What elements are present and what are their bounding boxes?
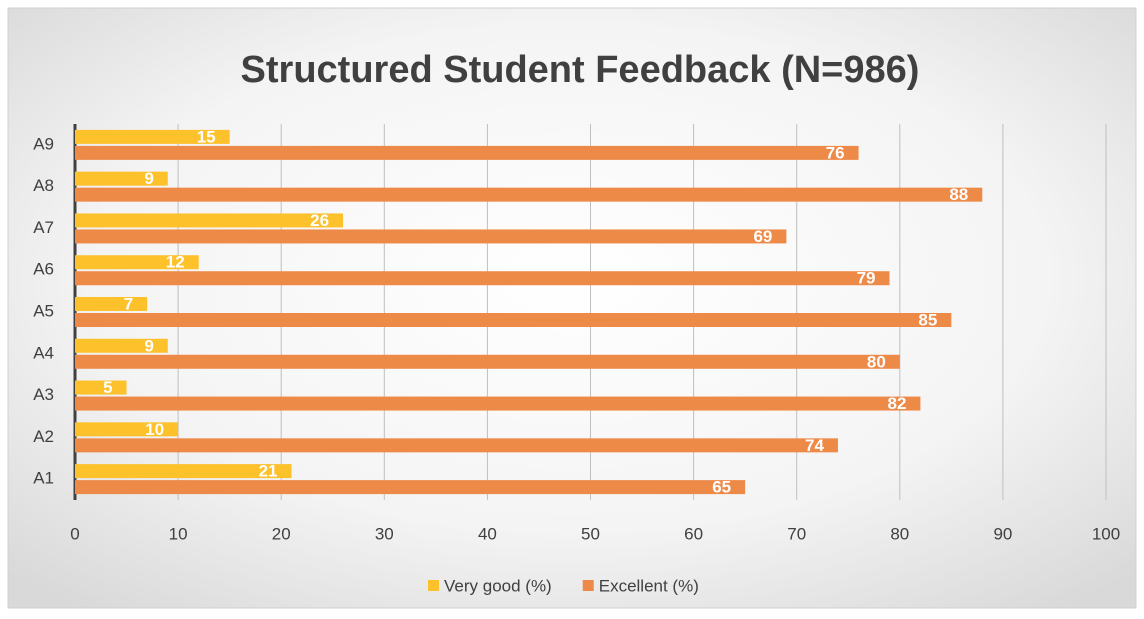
bar [75,380,127,395]
x-tick-label: 40 [478,524,497,543]
bar [75,464,292,479]
data-label: 9 [144,169,153,188]
bar [75,354,900,369]
y-tick-label: A5 [33,301,54,320]
bar [75,313,952,327]
bar [75,129,230,144]
data-label: 79 [857,269,876,288]
x-tick-label: 0 [70,524,79,543]
data-label: 88 [949,185,968,204]
data-label: 5 [103,378,112,397]
x-tick-label: 100 [1092,524,1120,543]
legend-label: Very good (%) [444,576,552,595]
bar [75,229,787,244]
y-tick-label: A6 [33,260,54,279]
y-tick-label: A4 [33,343,54,362]
bar [75,171,168,186]
bar [75,422,179,437]
data-label: 76 [826,143,845,162]
data-label: 65 [712,478,731,497]
y-tick-label: A7 [33,218,54,237]
x-tick-label: 70 [787,524,806,543]
x-tick-label: 90 [993,524,1012,543]
data-label: 82 [887,394,906,413]
x-tick-label: 30 [375,524,394,543]
x-tick-label: 20 [272,524,291,543]
chart-title: Structured Student Feedback (N=986) [241,49,920,91]
y-tick-label: A8 [33,176,54,195]
x-tick-label: 10 [169,524,188,543]
bar [75,187,983,202]
x-tick-label: 60 [684,524,703,543]
data-label: 15 [197,127,216,146]
data-label: 69 [753,227,772,246]
bar [75,297,148,311]
data-label: 10 [145,420,164,439]
data-label: 80 [867,352,886,371]
data-label: 12 [166,253,185,272]
y-tick-label: A1 [33,469,54,488]
data-label: 9 [144,336,153,355]
bar [75,255,199,270]
data-label: 21 [259,462,278,481]
legend-label: Excellent (%) [599,576,699,595]
legend-swatch [582,580,594,591]
bar [75,271,890,286]
x-tick-label: 50 [581,524,600,543]
legend-swatch [428,580,439,591]
data-label: 26 [310,211,329,230]
bar [75,145,859,160]
bar [75,338,168,353]
data-label: 85 [918,310,937,329]
bar [75,480,746,495]
y-tick-label: A9 [33,134,54,153]
y-tick-label: A3 [33,385,54,404]
chart-background [7,7,1137,609]
data-label: 7 [124,294,133,313]
bar [75,396,921,411]
y-tick-label: A2 [33,427,54,446]
bar [75,213,344,228]
x-tick-label: 80 [890,524,909,543]
data-label: 74 [805,436,824,455]
bar [75,438,838,453]
